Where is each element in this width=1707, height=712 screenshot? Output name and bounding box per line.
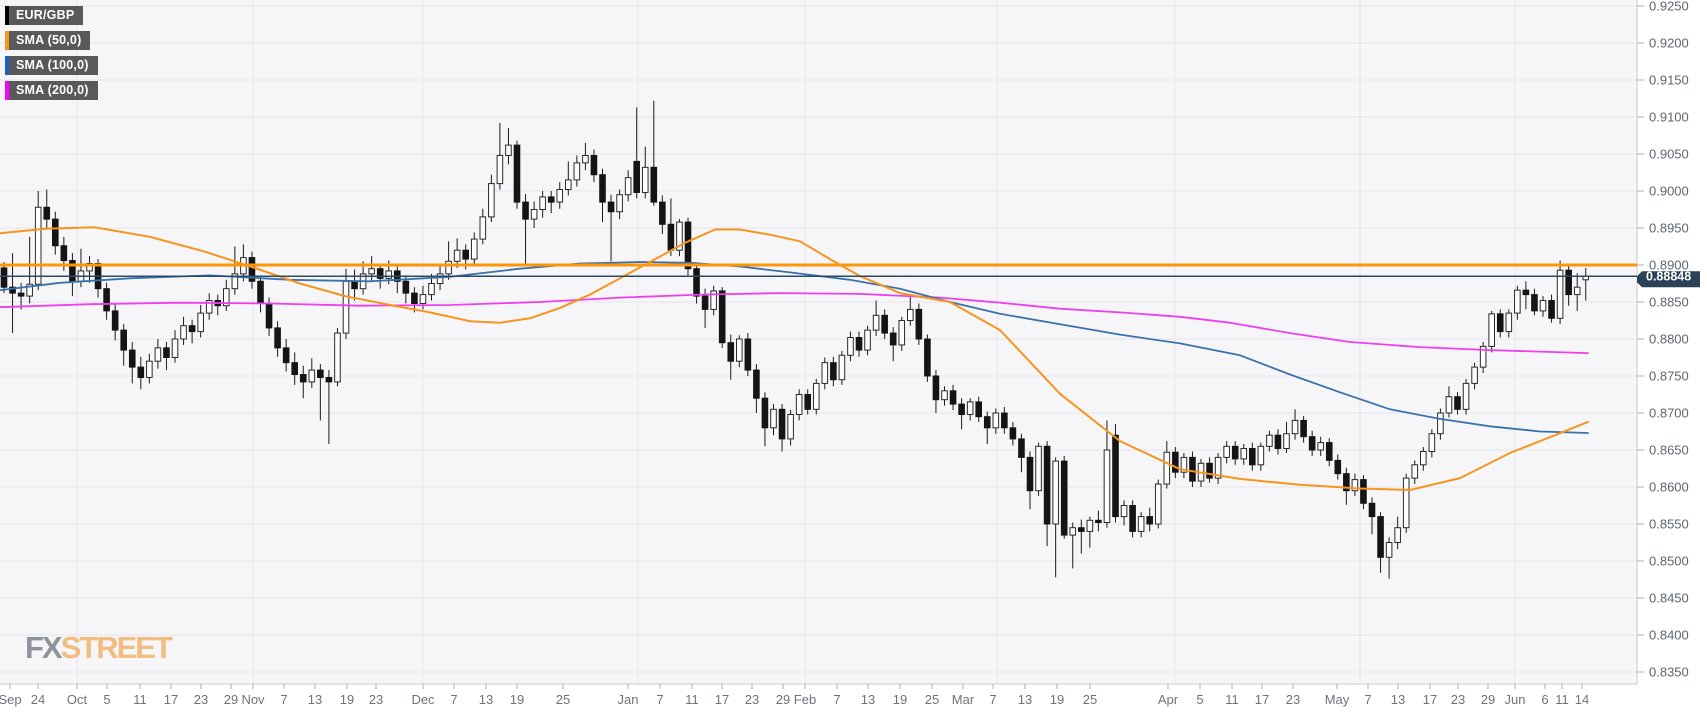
date-axis-label: 17: [715, 692, 729, 707]
logo-street: STREET: [60, 630, 173, 665]
date-axis-label: 13: [1391, 692, 1405, 707]
sma-line-sma-100[interactable]: [0, 261, 1589, 434]
date-axis-label: 23: [1286, 692, 1300, 707]
sma-line-sma-50[interactable]: [0, 226, 1589, 491]
sma-line-sma-200[interactable]: [0, 292, 1589, 355]
date-axis-label: 17: [1423, 692, 1437, 707]
date-axis-label: 11: [1555, 692, 1569, 707]
price-axis[interactable]: 0.9250 0.9200 0.9150 0.9100 0.9050 0.9000 0.89…: [1637, 0, 1689, 680]
price-axis-label: 0.9050: [1649, 147, 1689, 162]
date-axis-label: 13: [1018, 692, 1032, 707]
date-axis-label: 19: [893, 692, 907, 707]
price-axis-label: 0.9100: [1649, 110, 1689, 125]
legend-color-chip: [5, 31, 9, 50]
date-axis-label: Nov: [241, 692, 265, 707]
legend-color-chip: [5, 81, 9, 100]
date-axis-label: 7: [1364, 692, 1371, 707]
price-axis-label: 0.8450: [1649, 591, 1689, 606]
legend-label: EUR/GBP: [9, 6, 84, 25]
legend-color-chip: [5, 6, 9, 25]
date-axis-label: 17: [164, 692, 178, 707]
date-axis-label: 6: [1541, 692, 1548, 707]
legend-color-chip: [5, 56, 9, 75]
date-axis-label: Sep: [0, 692, 22, 707]
date-axis-label: 29: [224, 692, 238, 707]
price-axis-label: 0.9150: [1649, 73, 1689, 88]
date-axis-label: May: [1325, 692, 1350, 707]
chart-legend: EUR/GBP SMA (50,0) SMA (100,0) SMA (200,0): [5, 6, 98, 106]
price-axis-label: 0.9000: [1649, 184, 1689, 199]
date-axis-label: 14: [1575, 692, 1589, 707]
date-axis-label: 7: [450, 692, 457, 707]
plot-border: [0, 0, 1638, 685]
date-axis-label: 23: [1451, 692, 1465, 707]
date-axis-label: 23: [194, 692, 208, 707]
date-axis[interactable]: Sep 24 Oct 5 11 17 23 29 Nov 7 13 19 23 Dec 7 13 19 25 Jan…: [0, 684, 1589, 707]
date-axis-label: 5: [1196, 692, 1203, 707]
legend-item-sma-50-0[interactable]: SMA (50,0): [5, 31, 98, 50]
date-axis-label: 13: [861, 692, 875, 707]
legend-label: SMA (50,0): [9, 31, 91, 50]
date-axis-label: 29: [776, 692, 790, 707]
date-axis-label: 19: [340, 692, 354, 707]
price-axis-label: 0.8500: [1649, 554, 1689, 569]
date-axis-label: Jun: [1505, 692, 1526, 707]
date-axis-label: 7: [833, 692, 840, 707]
date-axis-label: 23: [745, 692, 759, 707]
legend-item-sma-200-0[interactable]: SMA (200,0): [5, 81, 98, 100]
logo-fx: FX: [25, 630, 63, 665]
legend-label: SMA (100,0): [9, 56, 98, 75]
date-axis-label: Jan: [618, 692, 639, 707]
date-axis-label: 7: [989, 692, 996, 707]
price-axis-label: 0.8400: [1649, 628, 1689, 643]
date-axis-label: 13: [308, 692, 322, 707]
date-axis-label: 25: [925, 692, 939, 707]
legend-item-eur-gbp[interactable]: EUR/GBP: [5, 6, 98, 25]
price-axis-label: 0.8550: [1649, 517, 1689, 532]
plot-background[interactable]: [0, 0, 1637, 684]
sma-lines: [0, 226, 1589, 491]
date-axis-label: 25: [1083, 692, 1097, 707]
price-axis-label: 0.8700: [1649, 406, 1689, 421]
date-axis-label: 11: [133, 692, 147, 707]
current-price-value: 0.88848: [1646, 270, 1691, 284]
date-axis-label: Dec: [411, 692, 435, 707]
date-axis-label: 25: [556, 692, 570, 707]
date-axis-label: 13: [479, 692, 493, 707]
date-axis-label: 7: [280, 692, 287, 707]
date-axis-label: 17: [1255, 692, 1269, 707]
date-axis-label: Feb: [794, 692, 816, 707]
date-axis-label: 24: [31, 692, 45, 707]
date-axis-label: Apr: [1158, 692, 1179, 707]
price-axis-label: 0.8900: [1649, 258, 1689, 273]
date-axis-label: 29: [1481, 692, 1495, 707]
date-axis-label: 7: [656, 692, 663, 707]
date-axis-label: 23: [369, 692, 383, 707]
price-axis-label: 0.8800: [1649, 332, 1689, 347]
fxstreet-logo: FXSTREET: [25, 630, 173, 665]
price-axis-label: 0.9250: [1649, 0, 1689, 14]
date-axis-label: 19: [1050, 692, 1064, 707]
price-axis-label: 0.8750: [1649, 369, 1689, 384]
date-axis-label: Oct: [67, 692, 88, 707]
current-price-badge: 0.88848: [1637, 270, 1700, 288]
date-axis-label: 11: [1225, 692, 1239, 707]
legend-item-sma-100-0[interactable]: SMA (100,0): [5, 56, 98, 75]
price-axis-label: 0.8650: [1649, 443, 1689, 458]
date-axis-label: 19: [510, 692, 524, 707]
price-axis-label: 0.8850: [1649, 295, 1689, 310]
price-axis-label: 0.8350: [1649, 665, 1689, 680]
price-axis-label: 0.9200: [1649, 36, 1689, 51]
legend-label: SMA (200,0): [9, 81, 98, 100]
date-axis-label: 5: [103, 692, 110, 707]
date-axis-label: 11: [685, 692, 699, 707]
date-axis-label: Mar: [952, 692, 975, 707]
price-axis-label: 0.8950: [1649, 221, 1689, 236]
price-axis-label: 0.8600: [1649, 480, 1689, 495]
candles-layer: [0, 100, 1590, 579]
